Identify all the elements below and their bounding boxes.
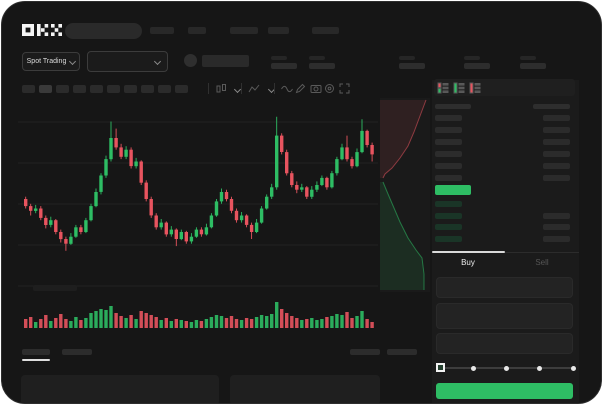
bid-price-placeholder[interactable] bbox=[435, 235, 462, 242]
ask-amount-placeholder[interactable] bbox=[543, 127, 570, 133]
buy-submit-button[interactable] bbox=[436, 383, 573, 399]
stat-label-placeholder bbox=[399, 56, 415, 60]
volume-indicator-placeholder bbox=[33, 285, 77, 291]
draw-icon[interactable] bbox=[295, 83, 306, 94]
slider-stop[interactable] bbox=[470, 365, 476, 371]
candle-style-icon[interactable] bbox=[215, 84, 227, 94]
ask-price-placeholder[interactable] bbox=[435, 127, 462, 133]
ask-amount-placeholder[interactable] bbox=[543, 163, 570, 169]
stat-label-placeholder bbox=[520, 56, 536, 60]
buy-tab-underline bbox=[432, 251, 505, 253]
orderbook-toolbar-bg bbox=[434, 79, 575, 96]
timeframe-button[interactable] bbox=[90, 85, 103, 93]
ask-price-placeholder[interactable] bbox=[435, 151, 462, 157]
slider-handle[interactable] bbox=[435, 363, 445, 372]
coin-icon bbox=[184, 54, 197, 67]
chevron-down-icon[interactable] bbox=[233, 85, 242, 94]
ask-amount-placeholder[interactable] bbox=[543, 115, 570, 121]
slider-stop[interactable] bbox=[537, 365, 543, 371]
ask-amount-placeholder[interactable] bbox=[543, 151, 570, 157]
timeframe-button[interactable] bbox=[107, 85, 120, 93]
settings-icon[interactable] bbox=[324, 83, 335, 94]
amount-input[interactable] bbox=[436, 303, 573, 329]
nav-item-placeholder[interactable] bbox=[268, 27, 289, 34]
okx-logo bbox=[22, 24, 62, 36]
stat-value-placeholder bbox=[399, 63, 425, 69]
book-bids-icon[interactable] bbox=[453, 82, 465, 94]
slider-stop[interactable] bbox=[504, 365, 509, 371]
orderbook-col-header-price bbox=[435, 104, 471, 109]
book-asks-icon[interactable] bbox=[469, 82, 481, 94]
bottom-toolbar-pill[interactable] bbox=[387, 349, 417, 355]
bid-price-placeholder[interactable] bbox=[435, 212, 462, 219]
timeframe-button[interactable] bbox=[39, 85, 52, 93]
timeframe-button[interactable] bbox=[141, 85, 154, 93]
bottom-panel bbox=[230, 375, 380, 403]
depth-chart bbox=[380, 98, 430, 292]
nav-item-placeholder[interactable] bbox=[230, 27, 258, 34]
price-input[interactable] bbox=[436, 277, 573, 298]
timeframe-button[interactable] bbox=[73, 85, 86, 93]
stat-value-placeholder bbox=[271, 63, 297, 69]
ask-amount-placeholder[interactable] bbox=[543, 139, 570, 145]
timeframe-button[interactable] bbox=[175, 85, 188, 93]
orderbook-last-price[interactable] bbox=[435, 185, 471, 195]
bottom-tab-active[interactable] bbox=[22, 349, 50, 355]
total-input[interactable] bbox=[436, 333, 573, 354]
stat-value-placeholder bbox=[309, 63, 335, 69]
pair-selector[interactable] bbox=[87, 51, 168, 72]
bottom-toolbar-pill[interactable] bbox=[350, 349, 380, 355]
timeframe-button[interactable] bbox=[22, 85, 35, 93]
buy-tab[interactable]: Buy bbox=[461, 258, 475, 267]
timeframe-button[interactable] bbox=[158, 85, 171, 93]
bottom-tab[interactable] bbox=[62, 349, 92, 355]
bid-amount-placeholder[interactable] bbox=[543, 235, 570, 242]
timeframe-button[interactable] bbox=[56, 85, 69, 93]
nav-item-placeholder[interactable] bbox=[188, 27, 206, 34]
bid-price-placeholder[interactable] bbox=[435, 201, 462, 207]
slider-stop[interactable] bbox=[570, 365, 576, 371]
ask-price-placeholder[interactable] bbox=[435, 139, 462, 145]
chevron-down-icon bbox=[153, 57, 162, 65]
bottom-panel bbox=[21, 375, 219, 403]
line-tool-icon[interactable] bbox=[281, 85, 293, 93]
market-type-selector[interactable]: Spot Trading bbox=[22, 52, 80, 71]
stat-label-placeholder bbox=[271, 56, 287, 60]
chevron-down-icon bbox=[69, 57, 77, 65]
candlestick-chart[interactable] bbox=[16, 98, 380, 332]
bottom-tab-underline bbox=[22, 359, 50, 361]
sell-tab[interactable]: Sell bbox=[535, 258, 549, 267]
ask-price-placeholder[interactable] bbox=[435, 175, 462, 181]
fullscreen-icon[interactable] bbox=[339, 83, 350, 94]
bid-amount-placeholder[interactable] bbox=[543, 212, 570, 219]
bid-amount-placeholder[interactable] bbox=[543, 224, 570, 231]
ask-price-placeholder[interactable] bbox=[435, 115, 462, 121]
nav-item-placeholder[interactable] bbox=[150, 27, 174, 34]
ask-price-placeholder[interactable] bbox=[435, 163, 462, 169]
search-input[interactable] bbox=[65, 23, 142, 39]
stat-value-placeholder bbox=[464, 63, 490, 69]
stat-value-placeholder bbox=[520, 63, 546, 69]
market-type-label: Spot Trading bbox=[26, 58, 67, 65]
bid-price-placeholder[interactable] bbox=[435, 224, 462, 231]
stat-label-placeholder bbox=[464, 56, 480, 60]
stat-label-placeholder bbox=[309, 56, 325, 60]
orderbook-col-header-amount bbox=[533, 104, 570, 109]
indicators-icon[interactable] bbox=[248, 84, 260, 94]
nav-item-placeholder[interactable] bbox=[312, 27, 339, 34]
ask-amount-placeholder[interactable] bbox=[543, 175, 570, 181]
book-both-icon[interactable] bbox=[437, 82, 449, 94]
pair-name-placeholder bbox=[202, 55, 249, 67]
buysell-tabbar-line bbox=[432, 252, 579, 253]
camera-icon[interactable] bbox=[310, 83, 322, 94]
timeframe-button[interactable] bbox=[124, 85, 137, 93]
